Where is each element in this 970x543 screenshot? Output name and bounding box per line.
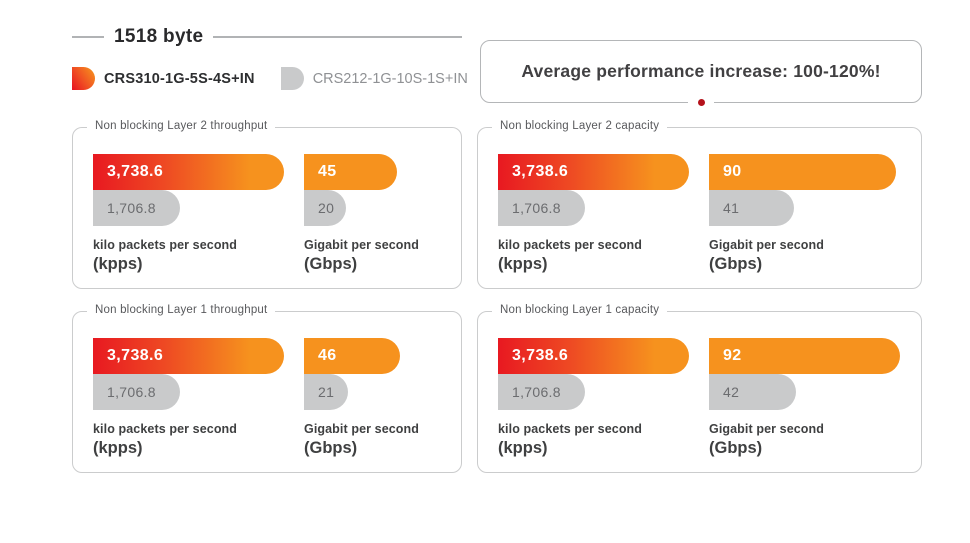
unit-label: kilo packets per second (kpps) <box>498 238 693 274</box>
bar-value: 3,738.6 <box>107 163 164 180</box>
bar-value: 1,706.8 <box>107 384 156 400</box>
panel-layer2-throughput: Non blocking Layer 2 throughput 3,738.6 … <box>72 120 462 289</box>
bar-value: 21 <box>318 384 335 400</box>
bar-crs212-kpps: 1,706.8 <box>93 190 180 226</box>
bar-groups: 3,738.6 1,706.8 kilo packets per second … <box>498 154 901 274</box>
header-row: 1518 byte CRS310-1G-5S-4S+IN CRS212-1G-1… <box>72 24 922 107</box>
kpps-group: 3,738.6 1,706.8 kilo packets per second … <box>93 154 288 274</box>
bar-value: 3,738.6 <box>512 347 569 364</box>
legend: CRS310-1G-5S-4S+IN CRS212-1G-10S-1S+IN <box>72 67 468 90</box>
unit-name: kilo packets per second <box>93 422 238 436</box>
bar-crs310-kpps: 3,738.6 <box>498 338 689 374</box>
bar-crs212-kpps: 1,706.8 <box>498 190 585 226</box>
panels-grid: Non blocking Layer 2 throughput 3,738.6 … <box>72 120 922 473</box>
bar-crs212-kpps: 1,706.8 <box>93 374 180 410</box>
gbps-group: 90 41 Gigabit per second (Gbps) <box>709 154 901 274</box>
unit-abbr: (kpps) <box>498 255 548 273</box>
performance-banner: Average performance increase: 100-120%! <box>480 40 922 107</box>
bar-crs310-gbps: 45 <box>304 154 397 190</box>
bar-groups: 3,738.6 1,706.8 kilo packets per second … <box>498 338 901 458</box>
unit-label: Gigabit per second (Gbps) <box>709 422 901 458</box>
bar-crs310-gbps: 90 <box>709 154 896 190</box>
legend-label-crs310: CRS310-1G-5S-4S+IN <box>104 70 255 87</box>
bar-crs212-gbps: 42 <box>709 374 796 410</box>
panel-layer1-throughput: Non blocking Layer 1 throughput 3,738.6 … <box>72 304 462 473</box>
legend-label-crs212: CRS212-1G-10S-1S+IN <box>312 70 468 87</box>
bar-groups: 3,738.6 1,706.8 kilo packets per second … <box>93 154 441 274</box>
unit-abbr: (Gbps) <box>709 255 763 273</box>
gbps-group: 45 20 Gigabit per second (Gbps) <box>304 154 441 274</box>
bar-value: 46 <box>318 347 337 364</box>
bar-value: 90 <box>723 163 742 180</box>
gbps-group: 46 21 Gigabit per second (Gbps) <box>304 338 441 458</box>
title-left-rule <box>72 36 104 38</box>
header-block: 1518 byte CRS310-1G-5S-4S+IN CRS212-1G-1… <box>72 24 468 90</box>
unit-abbr: (Gbps) <box>709 439 763 457</box>
gbps-group: 92 42 Gigabit per second (Gbps) <box>709 338 901 458</box>
unit-abbr: (Gbps) <box>304 255 358 273</box>
title-row: 1518 byte <box>72 24 462 50</box>
unit-name: Gigabit per second <box>304 422 420 436</box>
unit-label: kilo packets per second (kpps) <box>93 238 288 274</box>
kpps-group: 3,738.6 1,706.8 kilo packets per second … <box>498 154 693 274</box>
unit-name: Gigabit per second <box>709 422 825 436</box>
panel-layer2-capacity: Non blocking Layer 2 capacity 3,738.6 1,… <box>477 120 922 289</box>
bar-crs212-kpps: 1,706.8 <box>498 374 585 410</box>
red-dot-icon <box>697 98 705 106</box>
unit-name: kilo packets per second <box>93 238 238 252</box>
unit-abbr: (kpps) <box>93 439 143 457</box>
banner-notch <box>688 97 714 107</box>
bar-crs212-gbps: 20 <box>304 190 346 226</box>
bar-crs310-kpps: 3,738.6 <box>93 338 284 374</box>
bar-value: 3,738.6 <box>512 163 569 180</box>
bar-crs310-gbps: 92 <box>709 338 900 374</box>
bar-crs310-kpps: 3,738.6 <box>498 154 689 190</box>
bar-crs212-gbps: 41 <box>709 190 794 226</box>
bar-crs310-gbps: 46 <box>304 338 400 374</box>
unit-label: kilo packets per second (kpps) <box>498 422 693 458</box>
unit-name: Gigabit per second <box>304 238 420 252</box>
bar-value: 1,706.8 <box>512 200 561 216</box>
bar-value: 3,738.6 <box>107 347 164 364</box>
bar-value: 20 <box>318 200 335 216</box>
legend-item-crs310: CRS310-1G-5S-4S+IN <box>72 67 255 90</box>
unit-name: kilo packets per second <box>498 422 643 436</box>
bar-value: 45 <box>318 163 337 180</box>
panel-layer1-capacity: Non blocking Layer 1 capacity 3,738.6 1,… <box>477 304 922 473</box>
unit-name: Gigabit per second <box>709 238 825 252</box>
unit-abbr: (Gbps) <box>304 439 358 457</box>
kpps-group: 3,738.6 1,706.8 kilo packets per second … <box>93 338 288 458</box>
unit-abbr: (kpps) <box>93 255 143 273</box>
unit-abbr: (kpps) <box>498 439 548 457</box>
bar-crs310-kpps: 3,738.6 <box>93 154 284 190</box>
banner-text: Average performance increase: 100-120%! <box>521 61 881 81</box>
bar-value: 1,706.8 <box>107 200 156 216</box>
bar-crs212-gbps: 21 <box>304 374 348 410</box>
panel-title: Non blocking Layer 1 throughput <box>87 304 276 316</box>
crs310-swatch-icon <box>72 67 95 90</box>
bar-value: 1,706.8 <box>512 384 561 400</box>
crs212-swatch-icon <box>280 67 304 90</box>
unit-name: kilo packets per second <box>498 238 643 252</box>
legend-item-crs212: CRS212-1G-10S-1S+IN <box>280 67 468 90</box>
unit-label: Gigabit per second (Gbps) <box>304 422 441 458</box>
title-right-rule <box>213 36 462 38</box>
page-title: 1518 byte <box>114 26 204 47</box>
bar-value: 42 <box>723 384 740 400</box>
unit-label: Gigabit per second (Gbps) <box>709 238 901 274</box>
unit-label: Gigabit per second (Gbps) <box>304 238 441 274</box>
bar-value: 41 <box>723 200 740 216</box>
kpps-group: 3,738.6 1,706.8 kilo packets per second … <box>498 338 693 458</box>
bar-groups: 3,738.6 1,706.8 kilo packets per second … <box>93 338 441 458</box>
panel-title: Non blocking Layer 1 capacity <box>492 304 668 316</box>
bar-value: 92 <box>723 347 742 364</box>
panel-title: Non blocking Layer 2 capacity <box>492 120 668 132</box>
unit-label: kilo packets per second (kpps) <box>93 422 288 458</box>
panel-title: Non blocking Layer 2 throughput <box>87 120 276 132</box>
